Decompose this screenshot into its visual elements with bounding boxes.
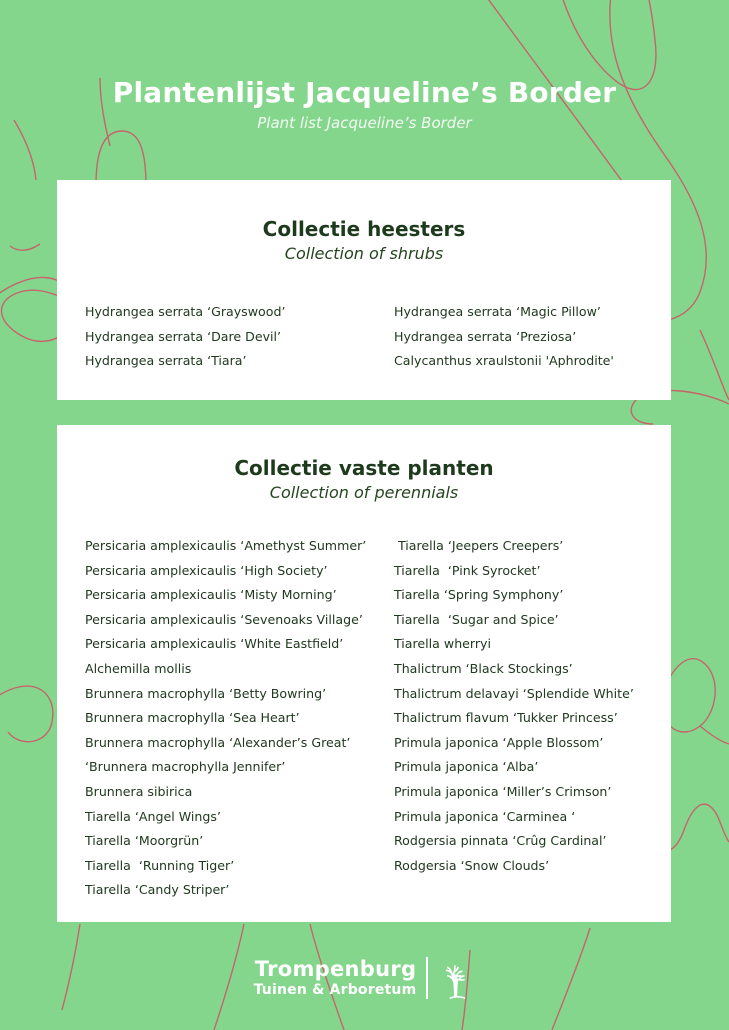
plant-list-item: Tiarella ‘Candy Striper’	[85, 882, 230, 898]
page-title: Plantenlijst Jacqueline’s Border	[112, 76, 617, 109]
plant-list-item: Tiarella ‘Sugar and Spice’	[394, 611, 559, 627]
perennials-subtitle: Collection of perennials	[269, 483, 459, 502]
logo-tagline: Tuinen & Arboretum	[253, 981, 417, 998]
plant-list-item: Primula japonica ‘Alba’	[394, 759, 539, 775]
plant-list-item: Thalictrum ‘Black Stockings’	[394, 660, 573, 676]
plant-list-item: Persicaria amplexicaulis ‘High Society’	[85, 562, 328, 578]
perennials-columns: Persicaria amplexicaulis ‘Amethyst Summe…	[57, 534, 671, 903]
plant-list-item: Tiarella ‘Angel Wings’	[85, 808, 221, 824]
plant-list-item: Rodgersia pinnata ‘Crûg Cardinal’	[394, 833, 607, 849]
perennials-card: Collectie vaste planten Collection of pe…	[57, 425, 671, 922]
plant-list-item: Primula japonica ‘Miller’s Crimson’	[394, 783, 612, 799]
perennials-left-column: Persicaria amplexicaulis ‘Amethyst Summe…	[57, 534, 375, 903]
plant-list-item: Persicaria amplexicaulis ‘Sevenoaks Vill…	[85, 611, 363, 627]
plant-list-item: Thalictrum delavayi ‘Splendide White’	[394, 685, 634, 701]
plant-list-item: Brunnera macrophylla ‘Alexander’s Great’	[85, 734, 351, 750]
plant-list-item: Persicaria amplexicaulis ‘Amethyst Summe…	[85, 538, 367, 553]
plant-list-item: Hydrangea serrata ‘Preziosa’	[394, 328, 577, 344]
plant-list-item: Brunnera macrophylla ‘Sea Heart’	[85, 710, 300, 726]
shrubs-subtitle: Collection of shrubs	[284, 244, 444, 263]
plant-list-item: Tiarella ‘Spring Symphony’	[394, 587, 564, 603]
plant-list-item: Calycanthus xraulstonii 'Aphrodite'	[394, 353, 614, 369]
logo-name: Trompenburg	[254, 956, 417, 981]
shrubs-title: Collectie heesters	[262, 217, 466, 241]
page-subtitle: Plant list Jacqueline’s Border	[257, 114, 472, 132]
plant-list-item: Persicaria amplexicaulis ‘Misty Morning’	[85, 587, 337, 603]
plant-list-item: Alchemilla mollis	[85, 660, 192, 676]
plant-list-item: Brunnera macrophylla ‘Betty Bowring’	[85, 685, 327, 701]
logo-divider	[426, 957, 429, 999]
plant-list-item: Tiarella ‘Jeepers Creepers’	[394, 538, 564, 553]
perennials-heading: Collectie vaste planten Collection of pe…	[57, 425, 671, 504]
shrubs-heading: Collectie heesters Collection of shrubs	[57, 180, 671, 265]
plant-list-item: Primula japonica ‘Apple Blossom’	[394, 734, 604, 750]
plant-list-item: Hydrangea serrata ‘Grayswood’	[85, 304, 286, 319]
shrubs-right-column: Hydrangea serrata ‘Magic Pillow’ Hydrange…	[375, 300, 671, 374]
plant-list-item: Tiarella wherryi	[394, 636, 492, 652]
plant-list-item: Tiarella ‘Moorgrün’	[85, 833, 204, 849]
plant-list-item: Rodgersia ‘Snow Clouds’	[394, 857, 550, 873]
shrubs-left-column: Hydrangea serrata ‘Grayswood’ Hydrangea s…	[57, 300, 375, 374]
plant-list-item: Thalictrum flavum ‘Tukker Princess’	[394, 710, 618, 726]
tree-icon	[446, 965, 466, 999]
footer-logo: Trompenburg Tuinen & Arboretum	[0, 957, 729, 999]
perennials-right-column: Tiarella ‘Jeepers Creepers’ Tiarella ‘Pin…	[375, 534, 671, 903]
shrubs-columns: Hydrangea serrata ‘Grayswood’ Hydrangea s…	[57, 300, 671, 374]
plant-list-item: Tiarella ‘Running Tiger’	[85, 857, 235, 873]
plant-list-item: Persicaria amplexicaulis ‘White Eastfiel…	[85, 636, 344, 652]
perennials-title: Collectie vaste planten	[234, 456, 494, 480]
plant-list-item: ‘Brunnera macrophylla Jennifer’	[85, 759, 286, 775]
logo-text-block: Trompenburg Tuinen & Arboretum	[253, 956, 417, 999]
plant-list-item: Tiarella ‘Pink Syrocket’	[394, 562, 541, 578]
poster-header: Plantenlijst Jacqueline’s Border Plant l…	[0, 76, 729, 133]
plant-list-item: Hydrangea serrata ‘Magic Pillow’	[394, 304, 601, 319]
shrubs-card: Collectie heesters Collection of shrubs …	[57, 180, 671, 400]
plant-list-item: Primula japonica ‘Carminea ‘	[394, 808, 576, 824]
plant-list-item: Hydrangea serrata ‘Dare Devil’	[85, 328, 282, 344]
plant-list-item: Hydrangea serrata ‘Tiara’	[85, 353, 247, 369]
plant-list-item: Brunnera sibirica	[85, 783, 193, 799]
